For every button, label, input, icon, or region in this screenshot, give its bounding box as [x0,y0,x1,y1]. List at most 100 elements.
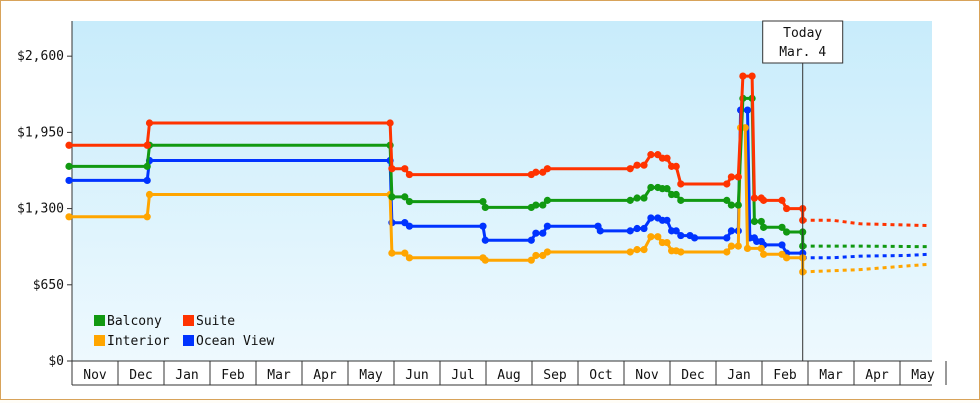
data-point-interior [734,242,742,250]
data-point-ocean-view [647,214,655,222]
data-point-balcony [778,223,786,231]
data-point-suite [677,180,685,188]
data-point-balcony [783,228,791,236]
x-tick-label: Apr [865,368,889,383]
data-point-ocean-view [677,231,685,240]
data-point-ocean-view [727,227,736,235]
data-point-balcony [539,201,547,209]
x-tick-label: Apr [313,368,337,383]
data-point-balcony [757,217,765,226]
legend-label-ocean-view: Ocean View [196,334,274,349]
x-tick-label: Oct [589,368,612,383]
y-tick-label: $2,600 [17,49,64,64]
data-point-suite [727,173,736,181]
x-tick-label: Aug [497,368,520,383]
data-point-balcony [388,193,396,201]
x-axis: Nov Dec Jan Feb Mar Apr May Jun Jul Aug Sep Oct Nov D… [71,360,947,386]
x-tick-label: Dec [681,368,704,383]
data-point-suite [543,165,552,173]
data-point-balcony [727,201,736,209]
x-tick-label: Feb [221,368,245,383]
data-point-balcony [479,197,487,206]
legend-swatch-interior [94,335,105,346]
data-point-suite [760,196,768,204]
data-point-ocean-view [663,216,671,224]
x-tick-label: Mar [819,368,843,383]
data-point-balcony [734,201,742,209]
data-point-suite [672,162,680,170]
data-point-ocean-view [65,176,73,185]
y-tick-label: $1,300 [17,202,64,217]
data-point-suite [405,170,413,179]
data-point-balcony [143,162,151,170]
data-point-suite [663,154,671,162]
x-tick-label: Jun [405,368,428,383]
legend-label-interior: Interior [107,334,170,349]
data-point-suite [647,151,655,159]
data-point-suite [783,204,791,213]
data-point-interior [145,190,154,199]
data-point-suite [633,161,641,169]
x-tick-label: May [359,368,383,383]
data-point-suite [640,161,648,169]
x-tick-label: Jan [727,368,750,383]
data-point-balcony [640,194,648,202]
forecast-line-suite [802,218,930,228]
data-point-suite [734,173,742,181]
data-point-balcony [760,223,768,231]
plot-area [72,21,932,361]
data-point-suite [532,168,540,176]
data-point-ocean-view [640,224,648,233]
data-point-balcony [633,194,641,202]
data-point-suite [386,119,394,127]
data-point-ocean-view [405,222,413,230]
data-point-ocean-view [723,234,731,242]
data-point-interior [532,251,540,260]
data-point-ocean-view [596,227,604,235]
data-point-suite [143,141,151,149]
data-point-balcony [750,217,759,226]
today-label-1: Today [783,26,822,41]
data-point-interior [757,244,765,253]
data-point-balcony [65,162,73,170]
data-point-interior [405,254,413,262]
legend-swatch-balcony [94,315,105,326]
today-box [762,20,844,64]
data-point-interior [654,233,662,241]
series-interior [65,124,930,276]
data-point-balcony [543,196,552,204]
data-point-balcony [672,190,680,199]
data-point-suite [65,141,73,149]
data-point-ocean-view [672,227,680,235]
data-point-ocean-view [691,234,699,242]
data-point-interior [527,256,535,264]
data-point-ocean-view [479,222,487,230]
data-point-suite [750,194,759,202]
x-tick-label: Dec [129,368,152,383]
data-point-suite [626,165,634,173]
data-point-ocean-view [743,106,752,114]
series-balcony [65,94,930,250]
data-point-balcony [401,193,409,201]
today-label-2: Mar. 4 [779,45,826,60]
data-point-interior [65,213,73,221]
data-point-suite [778,196,786,204]
data-point-suite [388,165,396,173]
series-suite [65,72,930,228]
data-point-suite [723,180,731,188]
data-point-interior [663,238,671,247]
x-tick-label: May [911,368,935,383]
data-point-interior [647,233,655,241]
x-tick-label: Sep [543,368,567,383]
legend: Balcony Suite Interior Ocean View [94,314,274,349]
data-point-interior [401,249,409,257]
data-point-interior [640,246,648,254]
y-tick-label: $1,950 [17,125,64,140]
data-point-ocean-view [543,222,552,230]
data-point-interior [727,242,736,250]
data-point-interior [388,249,396,257]
forecast-line-ocean-view [802,252,930,260]
data-point-ocean-view [527,236,535,244]
x-tick-label: Feb [773,368,797,383]
